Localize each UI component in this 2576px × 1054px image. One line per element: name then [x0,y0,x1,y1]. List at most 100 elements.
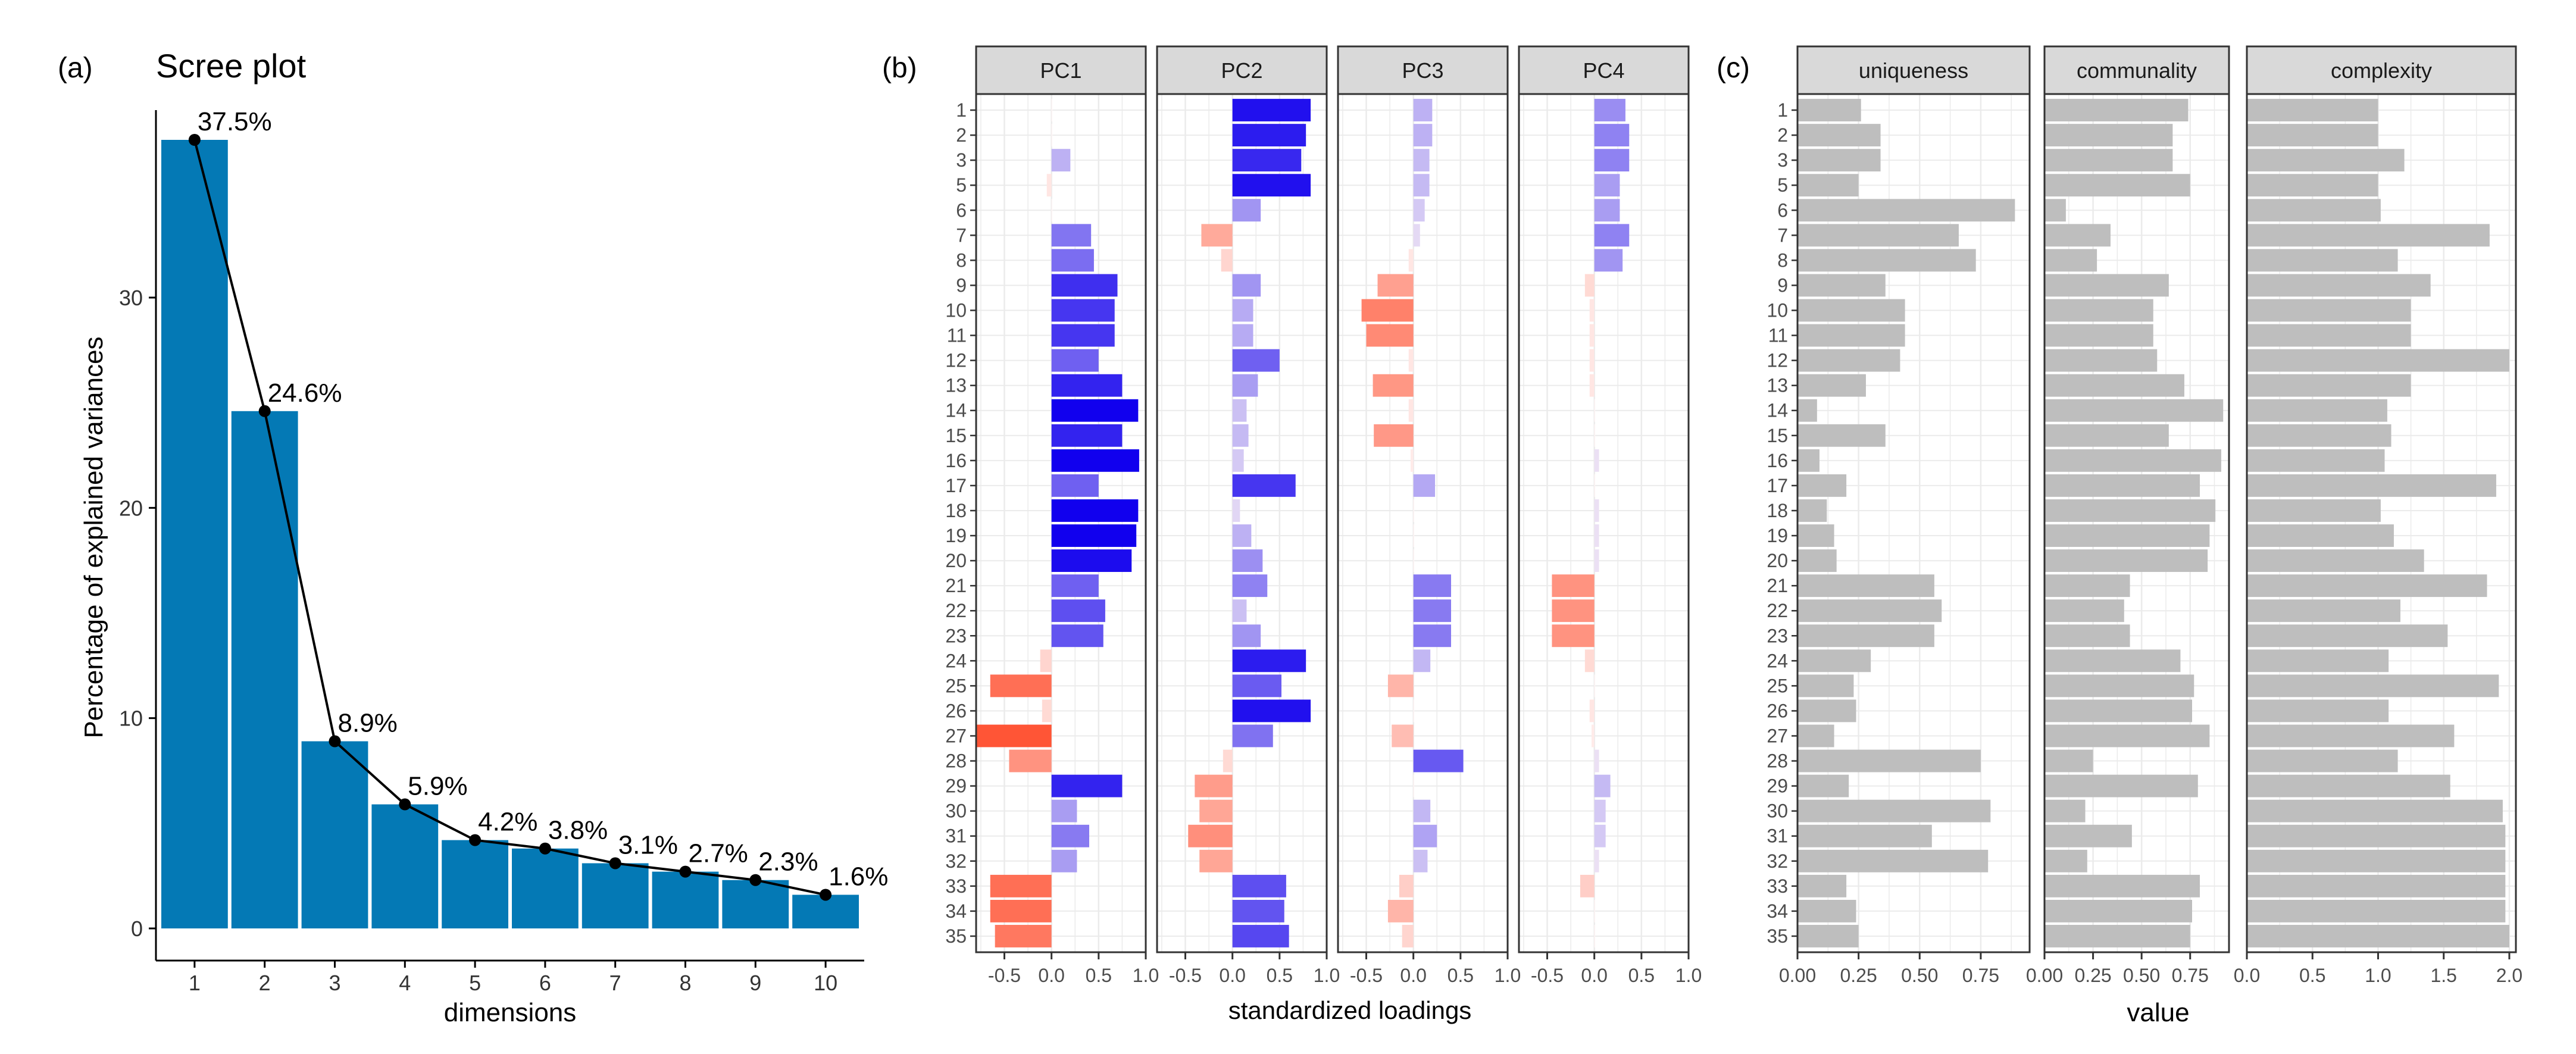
uniqueness-bar [1797,874,1847,897]
uniqueness-bar [2247,349,2509,372]
loadings-panel-border [975,93,1147,953]
loadings-y-tick-label: 23 [945,625,967,646]
loadings-facet: PC1 -0.5 0.0 0.5 1.0 [975,45,1159,986]
loadings-y-tick-label: 31 [945,825,967,847]
loadings-y-tick-label: 27 [945,725,967,747]
scree-data-label: 1.6% [829,862,888,891]
loading-bar [1594,899,1596,922]
scree-point [609,857,621,870]
loading-bar [1594,499,1599,522]
loading-bar [1046,174,1052,197]
uniqueness-x-tick-label: 0.50 [1901,965,1938,986]
uniqueness-bar [2247,474,2496,497]
uniqueness-strip-label: uniqueness [1859,58,1968,83]
uniqueness-y-tick-label: 5 [1777,174,1788,196]
loading-bar [1402,925,1414,947]
loading-bar [1232,324,1253,347]
uniqueness-bar [2247,374,2411,397]
uniqueness-y-tick-labels: 1235678910111213141516171819202122232425… [1767,99,1797,947]
uniqueness-bar [1797,474,1847,497]
uniqueness-bar [1797,124,1881,147]
loadings-x-tick-label: -0.5 [988,965,1021,986]
uniqueness-y-tick-label: 35 [1767,925,1788,947]
loading-bar [1594,224,1630,247]
loading-bar [1051,549,1132,573]
uniqueness-bar [2044,849,2087,872]
loadings-strip [1518,45,1690,95]
uniqueness-y-tick-label: 14 [1767,400,1788,421]
uniqueness-bar [1797,99,1861,121]
uniqueness-bar [1797,149,1881,172]
loading-bar [1232,124,1306,147]
scree-bar [442,840,508,928]
uniqueness-bar [2247,399,2387,422]
loading-bar [1221,249,1233,272]
loading-bar [1232,574,1268,598]
uniqueness-bar [2044,599,2124,623]
loading-bar [1594,99,1625,121]
uniqueness-bar [1797,624,1934,648]
loading-bar [1195,774,1233,797]
scree-x-tick-label: 3 [329,971,340,995]
loading-bar [1374,424,1414,447]
loading-bar [1051,99,1053,121]
loadings-y-tick-label: 26 [945,700,967,721]
loading-bar [1594,424,1596,447]
loading-bar [1589,349,1595,372]
scree-data-label: 37.5% [198,107,272,136]
uniqueness-bar [2044,749,2093,772]
loadings-x-tick-label: 0.0 [1038,965,1064,986]
loading-bar [1232,899,1284,922]
loadings-y-tick-label: 19 [945,525,967,546]
scree-point [679,865,692,878]
uniqueness-bar [1797,724,1834,748]
loading-bar [1594,199,1620,222]
uniqueness-bar [2247,199,2381,222]
loadings-panel-bg [1157,94,1327,952]
uniqueness-y-tick-label: 20 [1767,550,1788,571]
uniqueness-bar [1797,299,1905,322]
uniqueness-bar [2044,274,2169,297]
loading-bar [1051,299,1115,322]
uniqueness-bar [2247,574,2487,598]
uniqueness-bar [2044,199,2066,222]
loading-bar [1594,774,1611,797]
uniqueness-bar [2044,549,2208,573]
loading-bar [1051,799,1077,822]
loadings-x-tick-label: 0.0 [1219,965,1245,986]
uniqueness-strip [2246,45,2517,95]
uniqueness-bar [1797,925,1859,947]
loading-bar [1232,449,1244,472]
loading-bar [1413,174,1430,197]
uniqueness-bar [2044,874,2200,897]
loadings-x-tick-label: 1.0 [1675,965,1702,986]
uniqueness-x-tick-label: 0.75 [2172,965,2209,986]
loadings-x-tick-label: 0.0 [1400,965,1426,986]
uniqueness-y-tick-label: 12 [1767,350,1788,371]
uniqueness-bar [2044,699,2192,723]
loadings-x-tick-label: 0.5 [1448,965,1474,986]
loadings-y-tick-label: 34 [945,900,967,922]
loadings-bars [976,99,1139,947]
loading-bar [1232,874,1286,897]
loadings-y-tick-label: 16 [945,450,967,471]
uniqueness-y-tick-label: 8 [1777,249,1788,271]
uniqueness-bar [2044,449,2221,472]
loadings-x-tick-label: 0.5 [1628,965,1655,986]
loading-bar [1051,124,1053,147]
loading-bar [1051,274,1118,297]
loading-bar [1051,324,1115,347]
loadings-x-axis-title: standardized loadings [1228,996,1472,1024]
uniqueness-x-tick-label: 0.25 [1840,965,1877,986]
uniqueness-x-tick-label: 0.5 [2299,965,2325,986]
loading-bar [1552,624,1595,648]
loading-bar [1594,824,1606,847]
uniqueness-bar [2044,124,2173,147]
uniqueness-y-tick-label: 17 [1767,475,1788,496]
loading-bar [1413,124,1433,147]
uniqueness-bar [1797,199,2015,222]
uniqueness-bars [2044,99,2224,947]
scree-x-tick-label: 2 [259,971,271,995]
loading-bar [1232,274,1261,297]
